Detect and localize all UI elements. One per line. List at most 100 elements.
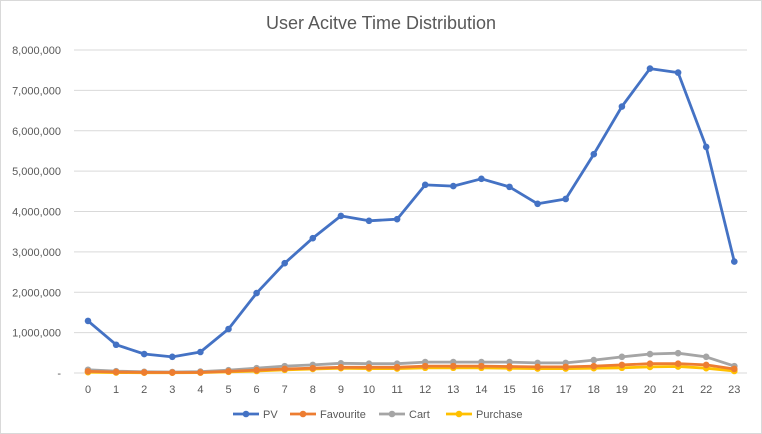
x-tick-label: 16 <box>531 384 543 396</box>
legend-item-cart: Cart <box>379 409 430 421</box>
x-tick-label: 19 <box>616 384 628 396</box>
data-point <box>590 150 598 158</box>
x-tick-label: 17 <box>560 384 572 396</box>
data-point <box>421 181 429 189</box>
legend-label: Purchase <box>476 409 522 421</box>
y-tick-label: 4,000,000 <box>12 207 61 219</box>
data-point <box>197 369 204 376</box>
data-point <box>197 348 204 356</box>
legend-swatch-marker <box>388 410 396 418</box>
data-point <box>478 175 485 183</box>
legend-label: PV <box>263 409 278 421</box>
data-point <box>140 350 148 358</box>
x-tick-label: 18 <box>588 384 600 396</box>
data-point <box>309 364 317 372</box>
data-point <box>169 369 176 376</box>
data-point <box>674 360 682 368</box>
data-point <box>281 259 289 267</box>
x-tick-label: 2 <box>141 384 147 396</box>
data-point <box>674 349 682 357</box>
x-tick-label: 6 <box>254 384 260 396</box>
x-tick-label: 0 <box>85 384 91 396</box>
y-tick-label: - <box>57 368 61 380</box>
x-tick-label: 15 <box>503 384 515 396</box>
data-point <box>253 289 260 297</box>
data-point <box>646 350 654 358</box>
data-point <box>84 317 92 325</box>
data-point <box>534 363 541 371</box>
data-point <box>281 365 289 373</box>
series-pv <box>84 65 738 361</box>
data-point <box>365 364 373 371</box>
y-tick-label: 8,000,000 <box>12 45 61 57</box>
data-point <box>393 215 401 223</box>
data-point <box>562 363 569 371</box>
data-point <box>337 364 345 371</box>
y-tick-label: 2,000,000 <box>12 287 61 299</box>
data-point <box>450 362 457 370</box>
chart-title: User Acitve Time Distribution <box>266 13 496 33</box>
y-tick-label: 5,000,000 <box>12 166 61 178</box>
x-tick-label: 3 <box>169 384 175 396</box>
x-tick-label: 22 <box>700 384 712 396</box>
legend-item-pv: PV <box>233 409 278 421</box>
legend-swatch-marker <box>299 410 307 418</box>
x-tick-label: 21 <box>672 384 684 396</box>
data-point <box>590 362 598 370</box>
data-point <box>112 368 120 376</box>
legend-item-favourite: Favourite <box>290 409 366 421</box>
legend-label: Favourite <box>320 409 366 421</box>
y-axis-ticks: - 1,000,000 2,000,000 3,000,000 4,000,000 5,0… <box>12 45 61 380</box>
x-tick-label: 5 <box>225 384 231 396</box>
data-point <box>225 325 232 333</box>
data-point <box>731 258 738 265</box>
x-tick-label: 8 <box>310 384 316 396</box>
legend-swatch-marker <box>455 410 463 418</box>
data-point <box>646 65 654 72</box>
data-point <box>618 353 626 361</box>
y-tick-label: 6,000,000 <box>12 126 61 138</box>
data-point <box>309 234 317 242</box>
series-line <box>86 67 736 359</box>
data-point <box>646 360 654 368</box>
series-lines <box>84 65 738 377</box>
legend-label: Cart <box>409 409 430 421</box>
data-point <box>140 369 148 376</box>
y-tick-label: 7,000,000 <box>12 85 61 97</box>
series-line <box>86 362 736 374</box>
x-tick-label: 14 <box>475 384 487 396</box>
x-tick-label: 9 <box>338 384 344 396</box>
data-point <box>84 368 92 375</box>
gridlines <box>74 49 747 374</box>
data-point <box>365 217 373 225</box>
data-point <box>702 353 710 361</box>
x-tick-label: 20 <box>644 384 656 396</box>
data-point <box>506 183 513 191</box>
data-point <box>702 143 710 151</box>
legend-item-purchase: Purchase <box>446 409 522 421</box>
series-favourite <box>84 360 738 376</box>
data-point <box>225 368 232 375</box>
x-tick-label: 10 <box>363 384 375 396</box>
data-point <box>702 361 710 369</box>
x-tick-label: 12 <box>419 384 431 396</box>
data-point <box>590 356 598 364</box>
data-point <box>674 69 682 76</box>
x-tick-label: 1 <box>113 384 119 396</box>
y-tick-label: 3,000,000 <box>12 247 61 259</box>
data-point <box>421 362 429 370</box>
legend-swatch-marker <box>242 410 250 418</box>
x-tick-label: 7 <box>282 384 288 396</box>
x-tick-label: 23 <box>728 384 740 396</box>
data-point <box>393 364 401 371</box>
data-point <box>618 103 626 110</box>
data-point <box>534 200 541 208</box>
x-tick-label: 13 <box>447 384 459 396</box>
x-tick-label: 4 <box>197 384 203 396</box>
data-point <box>112 341 120 349</box>
data-point <box>506 363 513 370</box>
x-tick-label: 11 <box>391 384 402 396</box>
data-point <box>618 361 626 369</box>
